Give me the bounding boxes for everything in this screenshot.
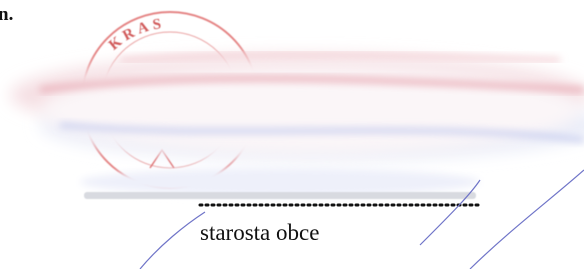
- smear-tail: [80, 168, 480, 196]
- signature-title: starosta obce: [200, 220, 319, 245]
- document-fragment: n. KRAS starosta obce: [0, 0, 584, 269]
- text-fragment: n.: [0, 4, 13, 25]
- signature-shadow: [84, 192, 476, 199]
